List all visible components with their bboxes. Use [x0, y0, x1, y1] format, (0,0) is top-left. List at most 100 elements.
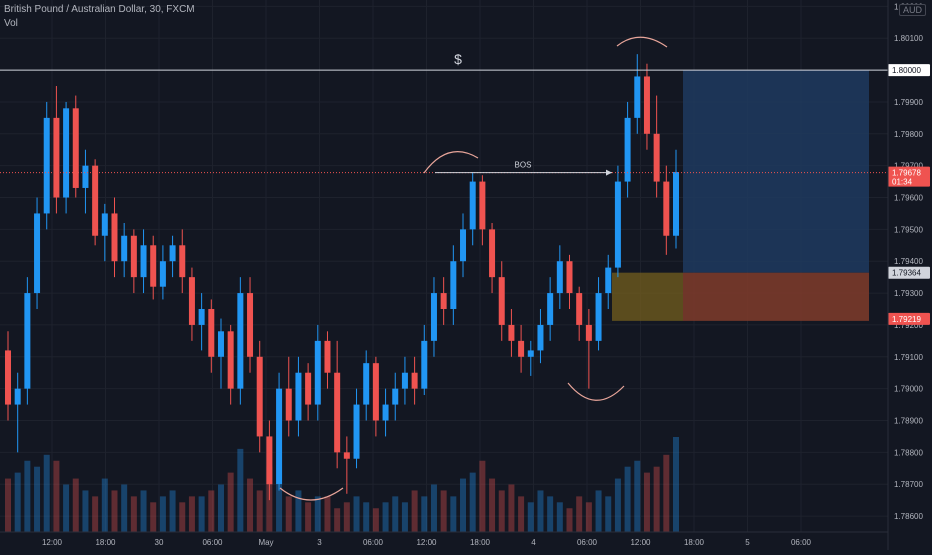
liquidity-symbol: $ [454, 51, 462, 67]
candle-body [489, 229, 496, 278]
candle-body [256, 356, 263, 437]
candle-body [624, 117, 631, 182]
x-tick-label: 18:00 [470, 538, 491, 547]
candle-body [266, 436, 273, 485]
candle-body [101, 213, 108, 236]
volume-bar [198, 496, 205, 532]
top-arc [616, 36, 668, 48]
candle-body [82, 165, 89, 188]
entry-zone [612, 272, 683, 321]
volume-bar [101, 478, 108, 532]
volume-bar [334, 508, 341, 532]
volume-bar [140, 490, 147, 532]
volume-bar [479, 460, 486, 532]
candle-body [411, 372, 418, 389]
volume-bar [460, 478, 467, 532]
candle-body [353, 404, 360, 459]
candle-body [314, 340, 321, 405]
candle-body [34, 213, 41, 294]
volume-bar [92, 496, 99, 532]
volume-bar [217, 484, 224, 532]
candle-body [169, 245, 176, 262]
y-tick-label: 1.78900 [894, 417, 923, 426]
volume-bar [247, 478, 254, 532]
x-tick-label: 18:00 [684, 538, 705, 547]
candle-body [440, 293, 447, 310]
volume-bar [24, 460, 31, 532]
volume-bar [624, 466, 631, 532]
candle-body [24, 293, 31, 389]
candle-body [518, 340, 525, 357]
candle-body [247, 293, 254, 357]
x-tick-label: 12:00 [630, 538, 651, 547]
volume-bar [256, 490, 263, 532]
volume-bar [295, 490, 302, 532]
volume-bar [285, 496, 292, 532]
volume-bar [508, 484, 515, 532]
volume-bar [595, 490, 602, 532]
candle-body [305, 372, 312, 405]
volume-bar [440, 490, 447, 532]
symbol-label: British Pound / Australian Dollar, 30, F… [4, 4, 195, 15]
volume-bar [614, 478, 621, 532]
y-tick-label: 1.79200 [894, 321, 923, 330]
candle-body [43, 117, 50, 214]
y-tick-label: 1.78700 [894, 480, 923, 489]
candle-body [595, 293, 602, 341]
candle-body [576, 293, 583, 325]
volume-bar [63, 484, 70, 532]
candle-body [508, 324, 515, 341]
volume-bar [673, 437, 679, 532]
candle-body [334, 372, 341, 453]
candle-body [63, 108, 70, 198]
candle-body [198, 309, 205, 325]
candle-body [130, 235, 137, 278]
candle-body [5, 350, 11, 405]
volume-bar [72, 478, 79, 532]
volume-bar [537, 490, 544, 532]
candle-body [537, 324, 544, 351]
volume-bar [237, 448, 244, 532]
volume-bar [547, 496, 554, 532]
volume-bar [111, 490, 118, 532]
y-tick-label: 1.79300 [894, 289, 923, 298]
volume-bar [14, 472, 21, 532]
volume-bar [276, 484, 283, 532]
candle-body [237, 293, 244, 389]
candle-body [188, 277, 195, 325]
volume-bar [363, 502, 370, 532]
candle-body [179, 245, 186, 278]
candle-body [673, 172, 679, 236]
candle-body [217, 331, 224, 357]
currency-badge[interactable]: AUD [898, 4, 926, 16]
candle-body [450, 261, 457, 310]
candle-body [643, 76, 650, 134]
target-zone [683, 70, 869, 273]
candle-body [663, 181, 670, 236]
candle-body [392, 388, 399, 405]
volume-bar [634, 460, 641, 532]
candle-body [605, 267, 612, 294]
volume-bar [401, 502, 408, 532]
y-tick-label: 1.79500 [894, 225, 923, 234]
candle-body [276, 388, 283, 485]
stop-price-tag-bg [888, 312, 930, 325]
y-tick-label: 1.79000 [894, 385, 923, 394]
x-tick-label: 12:00 [42, 538, 63, 547]
volume-bar [169, 490, 176, 532]
candle-body [382, 404, 389, 421]
candle-body [469, 181, 476, 230]
volume-bar [372, 508, 379, 532]
candle-body [14, 388, 21, 405]
volume-bar [653, 466, 660, 532]
volume-bar [179, 502, 186, 532]
volume-bar [314, 496, 321, 532]
y-tick-label: 1.79900 [894, 98, 923, 107]
countdown-tag: 01:34 [892, 178, 913, 187]
candle-body [653, 133, 660, 182]
volume-bar [576, 496, 583, 532]
candle-body [556, 261, 563, 294]
candle-body [227, 331, 234, 389]
y-tick-label: 1.79600 [894, 194, 923, 203]
